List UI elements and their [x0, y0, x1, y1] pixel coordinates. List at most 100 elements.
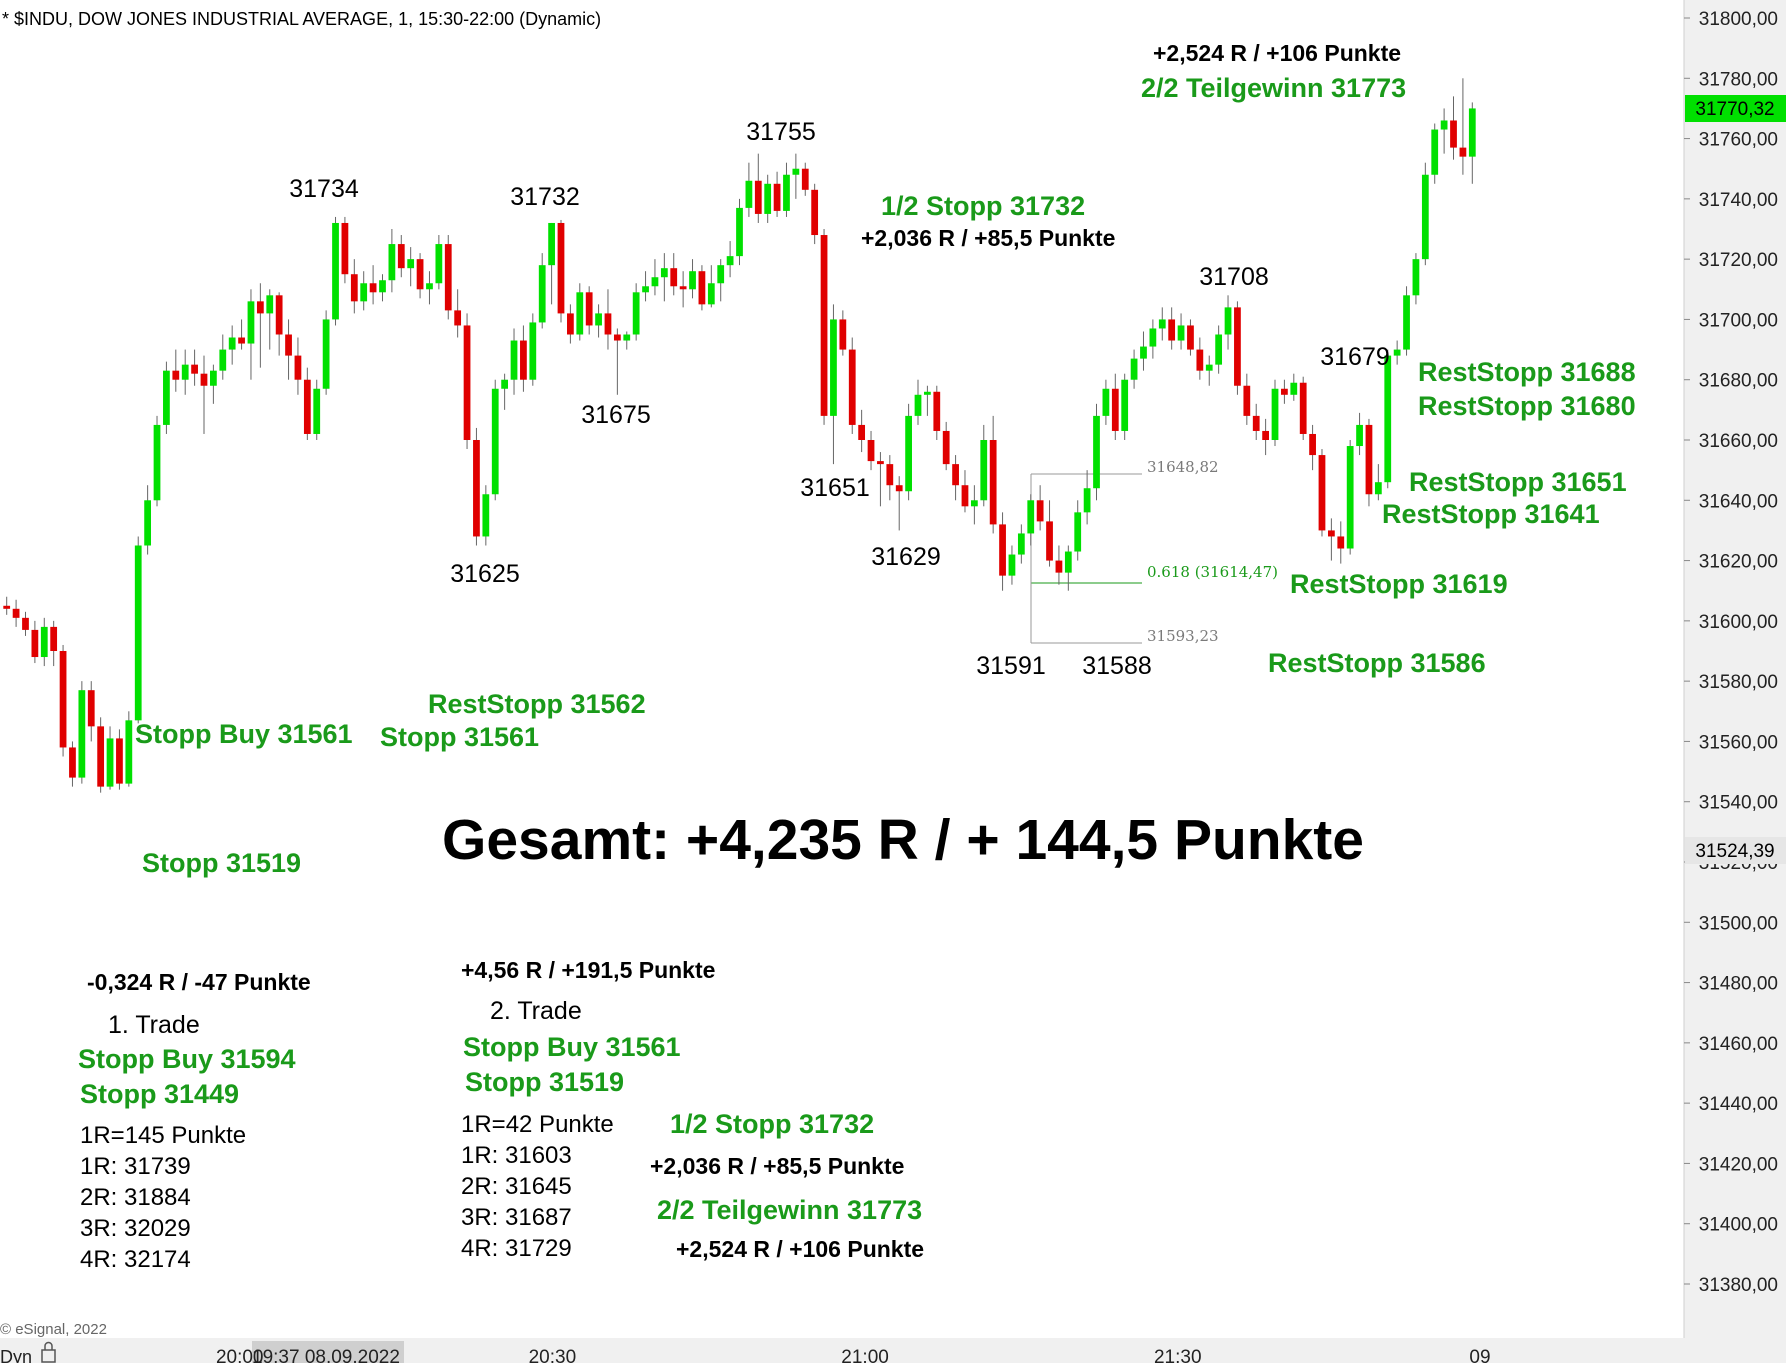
candle-down [275, 295, 283, 335]
candle-down [1281, 388, 1288, 395]
stopp-31561: Stopp 31561 [380, 722, 539, 752]
candle-up [1224, 307, 1232, 335]
candle-down [454, 310, 462, 326]
label-high-31708: 31708 [1199, 263, 1269, 291]
candle-up [1215, 334, 1223, 365]
price-tick-label: 31540,00 [1699, 793, 1778, 814]
candle-down [895, 485, 903, 492]
candle-up [40, 626, 48, 658]
candle-up [660, 268, 668, 278]
candle-up [970, 500, 978, 507]
trade1-title: 1. Trade [108, 1011, 200, 1039]
candle-up [1177, 325, 1185, 341]
price-tick-label: 31640,00 [1699, 491, 1778, 512]
candle-up [210, 370, 217, 386]
candle-up [1374, 482, 1382, 495]
price-tick-label: 31460,00 [1699, 1034, 1778, 1055]
candle-down [97, 726, 105, 787]
candle-down [1187, 325, 1194, 350]
candle-up [792, 168, 800, 175]
reststopp-31680: RestStopp 31680 [1418, 391, 1636, 421]
time-tick-label: 21:30 [1154, 1347, 1202, 1363]
candle-up [1356, 424, 1363, 447]
label-high-31734: 31734 [289, 175, 359, 203]
candle-down [567, 313, 574, 335]
candle-up [717, 265, 725, 284]
candle-up [1140, 346, 1147, 359]
candle-down [604, 313, 612, 335]
trade2-title: 2. Trade [490, 997, 582, 1025]
candle-up [1008, 554, 1016, 576]
trade1-line: 1R=145 Punkte [80, 1122, 246, 1149]
candle-up [1102, 388, 1110, 416]
candle-up [78, 690, 86, 778]
time-tick-label: 19:37 08.09.2022 [252, 1347, 400, 1363]
candle-down [801, 168, 809, 190]
trade1-line: 2R: 31884 [80, 1184, 191, 1211]
time-tick-label: 09 [1469, 1347, 1490, 1363]
candle-up [379, 280, 386, 293]
candle-up [642, 286, 649, 293]
candle-up [1412, 259, 1420, 296]
candle-down [585, 292, 593, 326]
reststopp-31619: RestStopp 31619 [1290, 569, 1508, 599]
candle-down [1168, 319, 1176, 341]
candle-down [1111, 388, 1119, 431]
trade2-line: 1R=42 Punkte [461, 1111, 614, 1138]
price-tick-label: 31600,00 [1699, 612, 1778, 633]
candle-up [1346, 446, 1354, 549]
candle-up [106, 738, 114, 787]
label-low-31591: 31591 [976, 652, 1046, 680]
candle-up [623, 334, 631, 341]
price-tick-label: 31400,00 [1699, 1215, 1778, 1236]
trade2-half-result: +2,036 R / +85,5 Punkte [650, 1153, 904, 1179]
candle-up [689, 271, 696, 290]
candle-down [557, 222, 565, 314]
candle-up [426, 283, 433, 290]
candle-down [1262, 430, 1269, 440]
last-price-label: 31770,32 [1695, 99, 1774, 120]
candle-down [116, 738, 123, 784]
trade2-target: 2/2 Teilgewinn 31773 [657, 1195, 922, 1225]
fib-level-618: 0.618 (31614,47) [1147, 563, 1278, 581]
candle-down [256, 301, 264, 314]
candle-up [1431, 129, 1439, 175]
half-result: +2,036 R / +85,5 Punkte [861, 225, 1115, 251]
candle-up [1121, 379, 1129, 431]
candle-down [858, 424, 866, 440]
candle-up [1149, 328, 1157, 347]
price-tick-label: 31660,00 [1699, 431, 1778, 452]
candle-down [1055, 560, 1063, 573]
price-tick-label: 31440,00 [1699, 1094, 1778, 1115]
candle-down [1036, 500, 1044, 522]
candle-down [3, 605, 11, 609]
trade2-stop: Stopp 31519 [465, 1067, 624, 1097]
price-axis: 31800,00 31780,00 31760,00 31740,00 31720,00… [1684, 9, 1778, 1296]
cursor-time-box [252, 1341, 404, 1363]
trade2-line: 2R: 31645 [461, 1173, 572, 1200]
candle-down [87, 690, 95, 727]
candle-up [1384, 355, 1392, 483]
candle-down [285, 334, 292, 356]
copyright: © eSignal, 2022 [0, 1321, 107, 1338]
candle-up [632, 292, 640, 335]
price-tick-label: 31480,00 [1699, 974, 1778, 995]
trade1-buy: Stopp Buy 31594 [78, 1044, 296, 1074]
candle-down [303, 379, 311, 434]
candle-up [595, 313, 602, 326]
price-tick-label: 31680,00 [1699, 371, 1778, 392]
trade2-result: +4,56 R / +191,5 Punkte [461, 957, 715, 983]
price-tick-label: 31700,00 [1699, 310, 1778, 331]
lock-icon[interactable] [41, 1341, 56, 1363]
candle-up [313, 388, 321, 434]
candle-up [134, 545, 142, 721]
dyn-label[interactable]: Dyn [0, 1347, 32, 1363]
candle-down [369, 283, 377, 293]
candle-down [942, 430, 950, 465]
price-tick-label: 31500,00 [1699, 913, 1778, 934]
candle-down [886, 464, 894, 486]
candle-down [961, 485, 969, 507]
candle-down [952, 464, 959, 486]
candle-up [125, 720, 133, 784]
